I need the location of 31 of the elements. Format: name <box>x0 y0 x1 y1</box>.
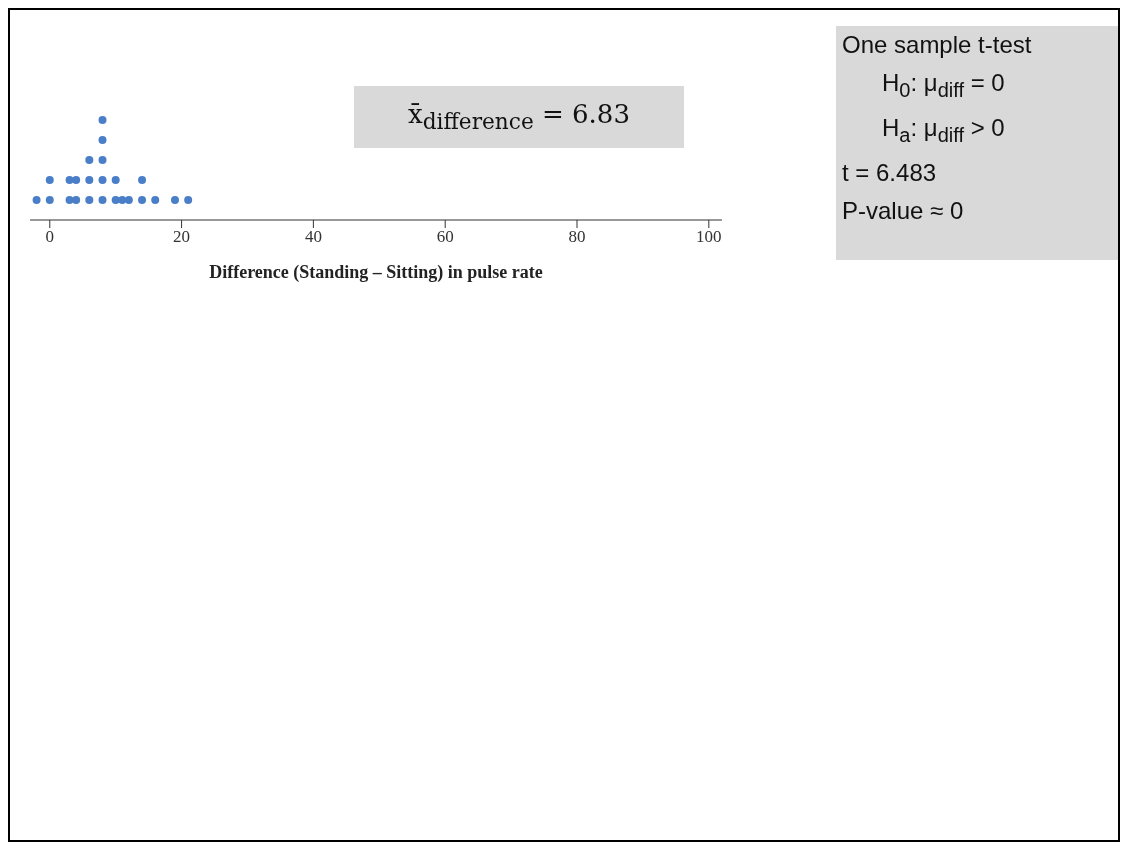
annotation: x̄$_{difference}$ = 6.83 <box>408 99 630 135</box>
point <box>45 196 54 204</box>
point <box>118 196 127 204</box>
x-axis-title: Difference (Standing – Sitting) in pulse rate <box>209 262 543 283</box>
point <box>72 196 81 204</box>
x-tick-label: 60 <box>436 227 454 247</box>
point <box>151 196 160 204</box>
text-panel: One sample t-test H$_{0}$: μ$_{diff}$ = 0 H$_{a}$: μ$_{diff}$ > 0 t = 6.483 P-value ≈ 0 <box>836 26 1118 260</box>
point <box>170 196 179 204</box>
point <box>85 196 94 204</box>
point <box>98 176 107 184</box>
point <box>184 196 193 204</box>
x-tick-label: 0 <box>45 227 55 247</box>
point <box>98 156 107 164</box>
point <box>85 176 94 184</box>
point <box>138 176 147 184</box>
x-tick-label: 100 <box>696 227 722 247</box>
point <box>85 156 94 164</box>
point <box>124 196 133 204</box>
x-tick-label: 40 <box>304 227 322 247</box>
point <box>138 196 147 204</box>
text-panel: x̄$_{difference}$ = 6.83 <box>354 86 684 148</box>
x-tick-label: 20 <box>173 227 191 247</box>
point <box>98 196 107 204</box>
point <box>111 176 120 184</box>
point <box>45 176 54 184</box>
point <box>32 196 41 204</box>
point <box>98 136 107 144</box>
point <box>98 116 107 124</box>
x-tick-label: 80 <box>568 227 586 247</box>
point <box>72 176 81 184</box>
